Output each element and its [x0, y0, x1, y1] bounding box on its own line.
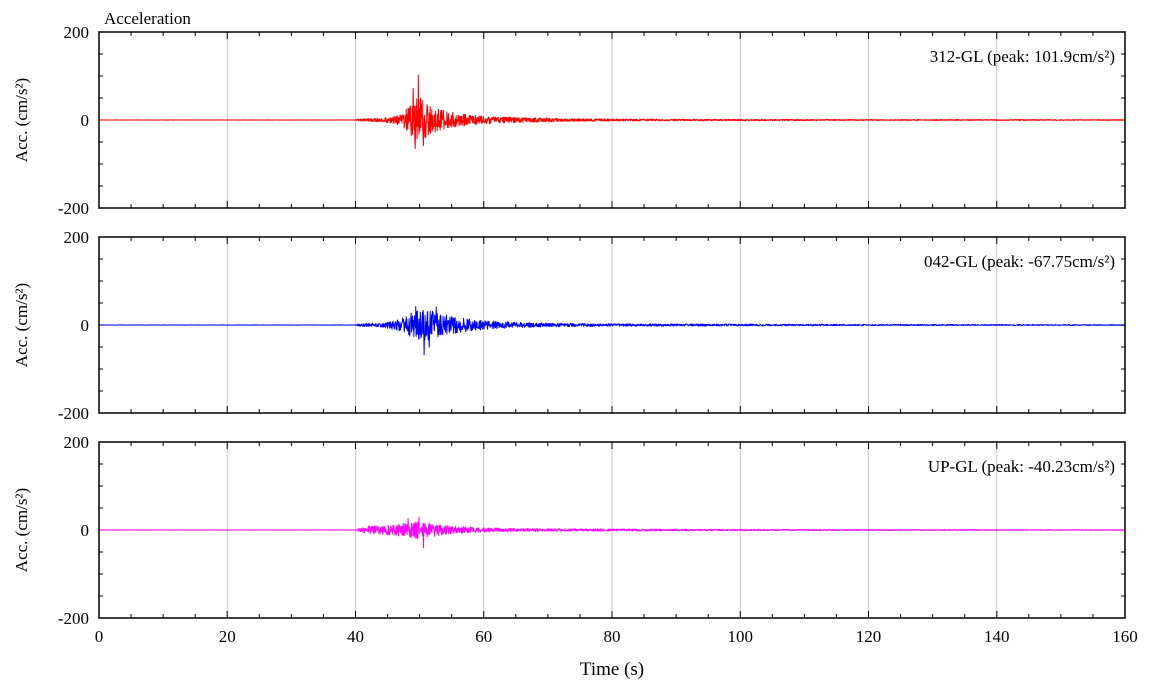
x-tick-label: 20	[219, 627, 236, 646]
x-tick-label: 40	[347, 627, 364, 646]
x-tick-label: 160	[1112, 627, 1138, 646]
x-tick-label: 60	[475, 627, 492, 646]
y-tick-label: 200	[64, 23, 90, 42]
y-tick-label: 0	[81, 111, 90, 130]
y-tick-label: 0	[81, 521, 90, 540]
panel-2: 200 0 -200 Acc. (cm/s²) 042-GL (peak: -67.75…	[12, 228, 1126, 423]
panel-frame	[98, 236, 1126, 414]
panel-3: 200 0 -200 Acc. (cm/s²) UP-GL (peak: -40.23c…	[12, 433, 1126, 628]
x-tick-label: 80	[604, 627, 621, 646]
y-axis-label: Acc. (cm/s²)	[12, 78, 31, 162]
panel-1: 200 0 -200 Acc. (cm/s²) 312-GL (peak: 101.9c…	[12, 23, 1126, 218]
series-line	[98, 516, 1126, 549]
y-tick-label: -200	[58, 199, 89, 218]
panel-frame	[98, 441, 1126, 619]
x-tick-label: 100	[728, 627, 754, 646]
x-tick-label: 140	[984, 627, 1010, 646]
panel-frame	[98, 31, 1126, 209]
y-tick-label: -200	[58, 404, 89, 423]
y-tick-label: 200	[64, 228, 90, 247]
series-label: UP-GL (peak: -40.23cm/s²)	[928, 457, 1115, 476]
series-label: 042-GL (peak: -67.75cm/s²)	[924, 252, 1115, 271]
x-axis-label: Time (s)	[580, 659, 644, 680]
x-tick-label: 120	[856, 627, 882, 646]
chart-title: Acceleration	[104, 9, 191, 28]
series-label: 312-GL (peak: 101.9cm/s²)	[930, 47, 1115, 66]
x-tick-label: 0	[95, 627, 104, 646]
y-axis-label: Acc. (cm/s²)	[12, 488, 31, 572]
series-line	[98, 306, 1126, 356]
y-tick-label: -200	[58, 609, 89, 628]
series-line	[98, 74, 1126, 150]
y-tick-label: 0	[81, 316, 90, 335]
y-tick-label: 200	[64, 433, 90, 452]
y-axis-label: Acc. (cm/s²)	[12, 283, 31, 367]
